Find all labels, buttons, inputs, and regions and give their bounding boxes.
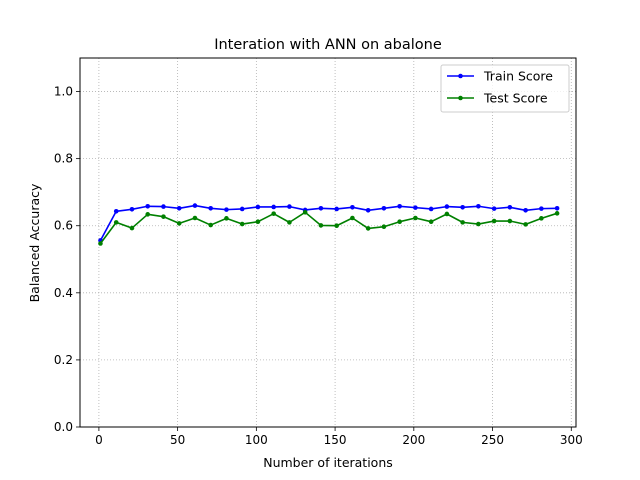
test-score-point — [255, 219, 261, 225]
x-tick-label: 0 — [95, 433, 103, 447]
y-tick-label: 1.0 — [54, 85, 73, 99]
y-axis-label: Balanced Accuracy — [27, 183, 42, 302]
legend: Train Score Test Score — [440, 64, 570, 113]
test-score-point — [239, 221, 245, 227]
test-score-point — [381, 224, 387, 230]
train-score-point — [413, 205, 418, 210]
test-score-point — [161, 214, 166, 219]
test-score-legend-label: Test Score — [483, 91, 548, 106]
train-score-point — [176, 205, 182, 211]
test-score-point — [350, 215, 355, 221]
test-score-point — [192, 215, 198, 221]
test-score-line — [99, 211, 558, 244]
test-score-point — [318, 223, 324, 228]
test-score-point — [98, 241, 103, 246]
train-score-point — [444, 204, 450, 209]
test-score-point — [476, 221, 481, 227]
x-tick-label: 300 — [560, 433, 583, 447]
test-score-point — [287, 220, 292, 225]
x-axis-label: Number of iterations — [263, 455, 393, 470]
train-score-line — [99, 204, 558, 241]
train-score-point — [192, 203, 198, 208]
train-score-point — [476, 203, 481, 209]
train-score-point — [507, 204, 513, 210]
test-score-point — [208, 222, 213, 228]
test-score-point — [176, 221, 182, 226]
series-layer — [98, 203, 560, 246]
y-tick-label: 0.2 — [54, 353, 73, 367]
train-score-point — [539, 206, 544, 211]
y-axis: 0.0 0.2 0.4 0.6 0.8 1.0 — [54, 85, 80, 434]
train-score-point — [224, 207, 229, 212]
x-axis: 0 50 100 150 200 250 300 — [95, 427, 583, 447]
train-score-point — [460, 204, 465, 210]
x-tick-label: 250 — [481, 433, 504, 447]
test-score-point — [428, 219, 434, 225]
train-score-point — [271, 204, 276, 210]
test-score-point — [302, 210, 308, 215]
test-score-point — [129, 225, 135, 231]
y-tick-label: 0.4 — [54, 286, 73, 300]
train-score-point — [428, 206, 434, 212]
y-tick-label: 0.6 — [54, 219, 73, 233]
test-score-point — [224, 216, 229, 221]
grid-lines — [80, 58, 576, 428]
train-score-point — [255, 204, 261, 210]
x-tick-label: 150 — [324, 433, 347, 447]
train-score-point — [365, 207, 371, 213]
test-score-point — [271, 211, 276, 216]
train-score-point — [113, 209, 119, 214]
train-score-point — [381, 205, 387, 211]
test-score-point — [113, 220, 119, 225]
test-score-point — [507, 218, 513, 224]
x-tick-label: 50 — [170, 433, 185, 447]
plot-frame — [79, 57, 577, 428]
train-score-point — [523, 207, 528, 213]
train-score-point — [145, 203, 151, 209]
train-score-point — [397, 203, 402, 209]
test-score-point — [491, 218, 497, 224]
train-score-point — [239, 206, 245, 212]
train-score-point — [554, 205, 560, 211]
train-score-point — [129, 206, 135, 212]
test-score-point — [523, 222, 528, 227]
test-score-point — [444, 211, 450, 217]
train-score-point — [161, 204, 166, 209]
train-score-point — [350, 204, 355, 210]
y-tick-label: 0.8 — [54, 152, 73, 166]
test-score-legend-marker — [458, 95, 463, 101]
test-score-point — [413, 215, 418, 221]
train-score-point — [318, 205, 324, 211]
train-score-point — [287, 204, 292, 209]
test-score-point — [365, 226, 371, 231]
x-tick-label: 100 — [245, 433, 268, 447]
train-score-legend-label: Train Score — [483, 69, 553, 84]
test-score-point — [145, 212, 151, 217]
test-score-point — [554, 211, 560, 216]
chart-title: Interation with ANN on abalone — [214, 37, 442, 53]
x-tick-label: 200 — [402, 433, 425, 447]
y-tick-label: 0.0 — [54, 420, 73, 434]
train-score-point — [334, 206, 339, 212]
train-score-point — [491, 206, 497, 211]
train-score-legend-marker — [458, 73, 463, 79]
test-score-point — [397, 219, 402, 225]
train-score-point — [208, 205, 213, 211]
test-score-point — [539, 216, 544, 221]
test-score-point — [334, 223, 339, 229]
test-score-point — [460, 220, 465, 225]
